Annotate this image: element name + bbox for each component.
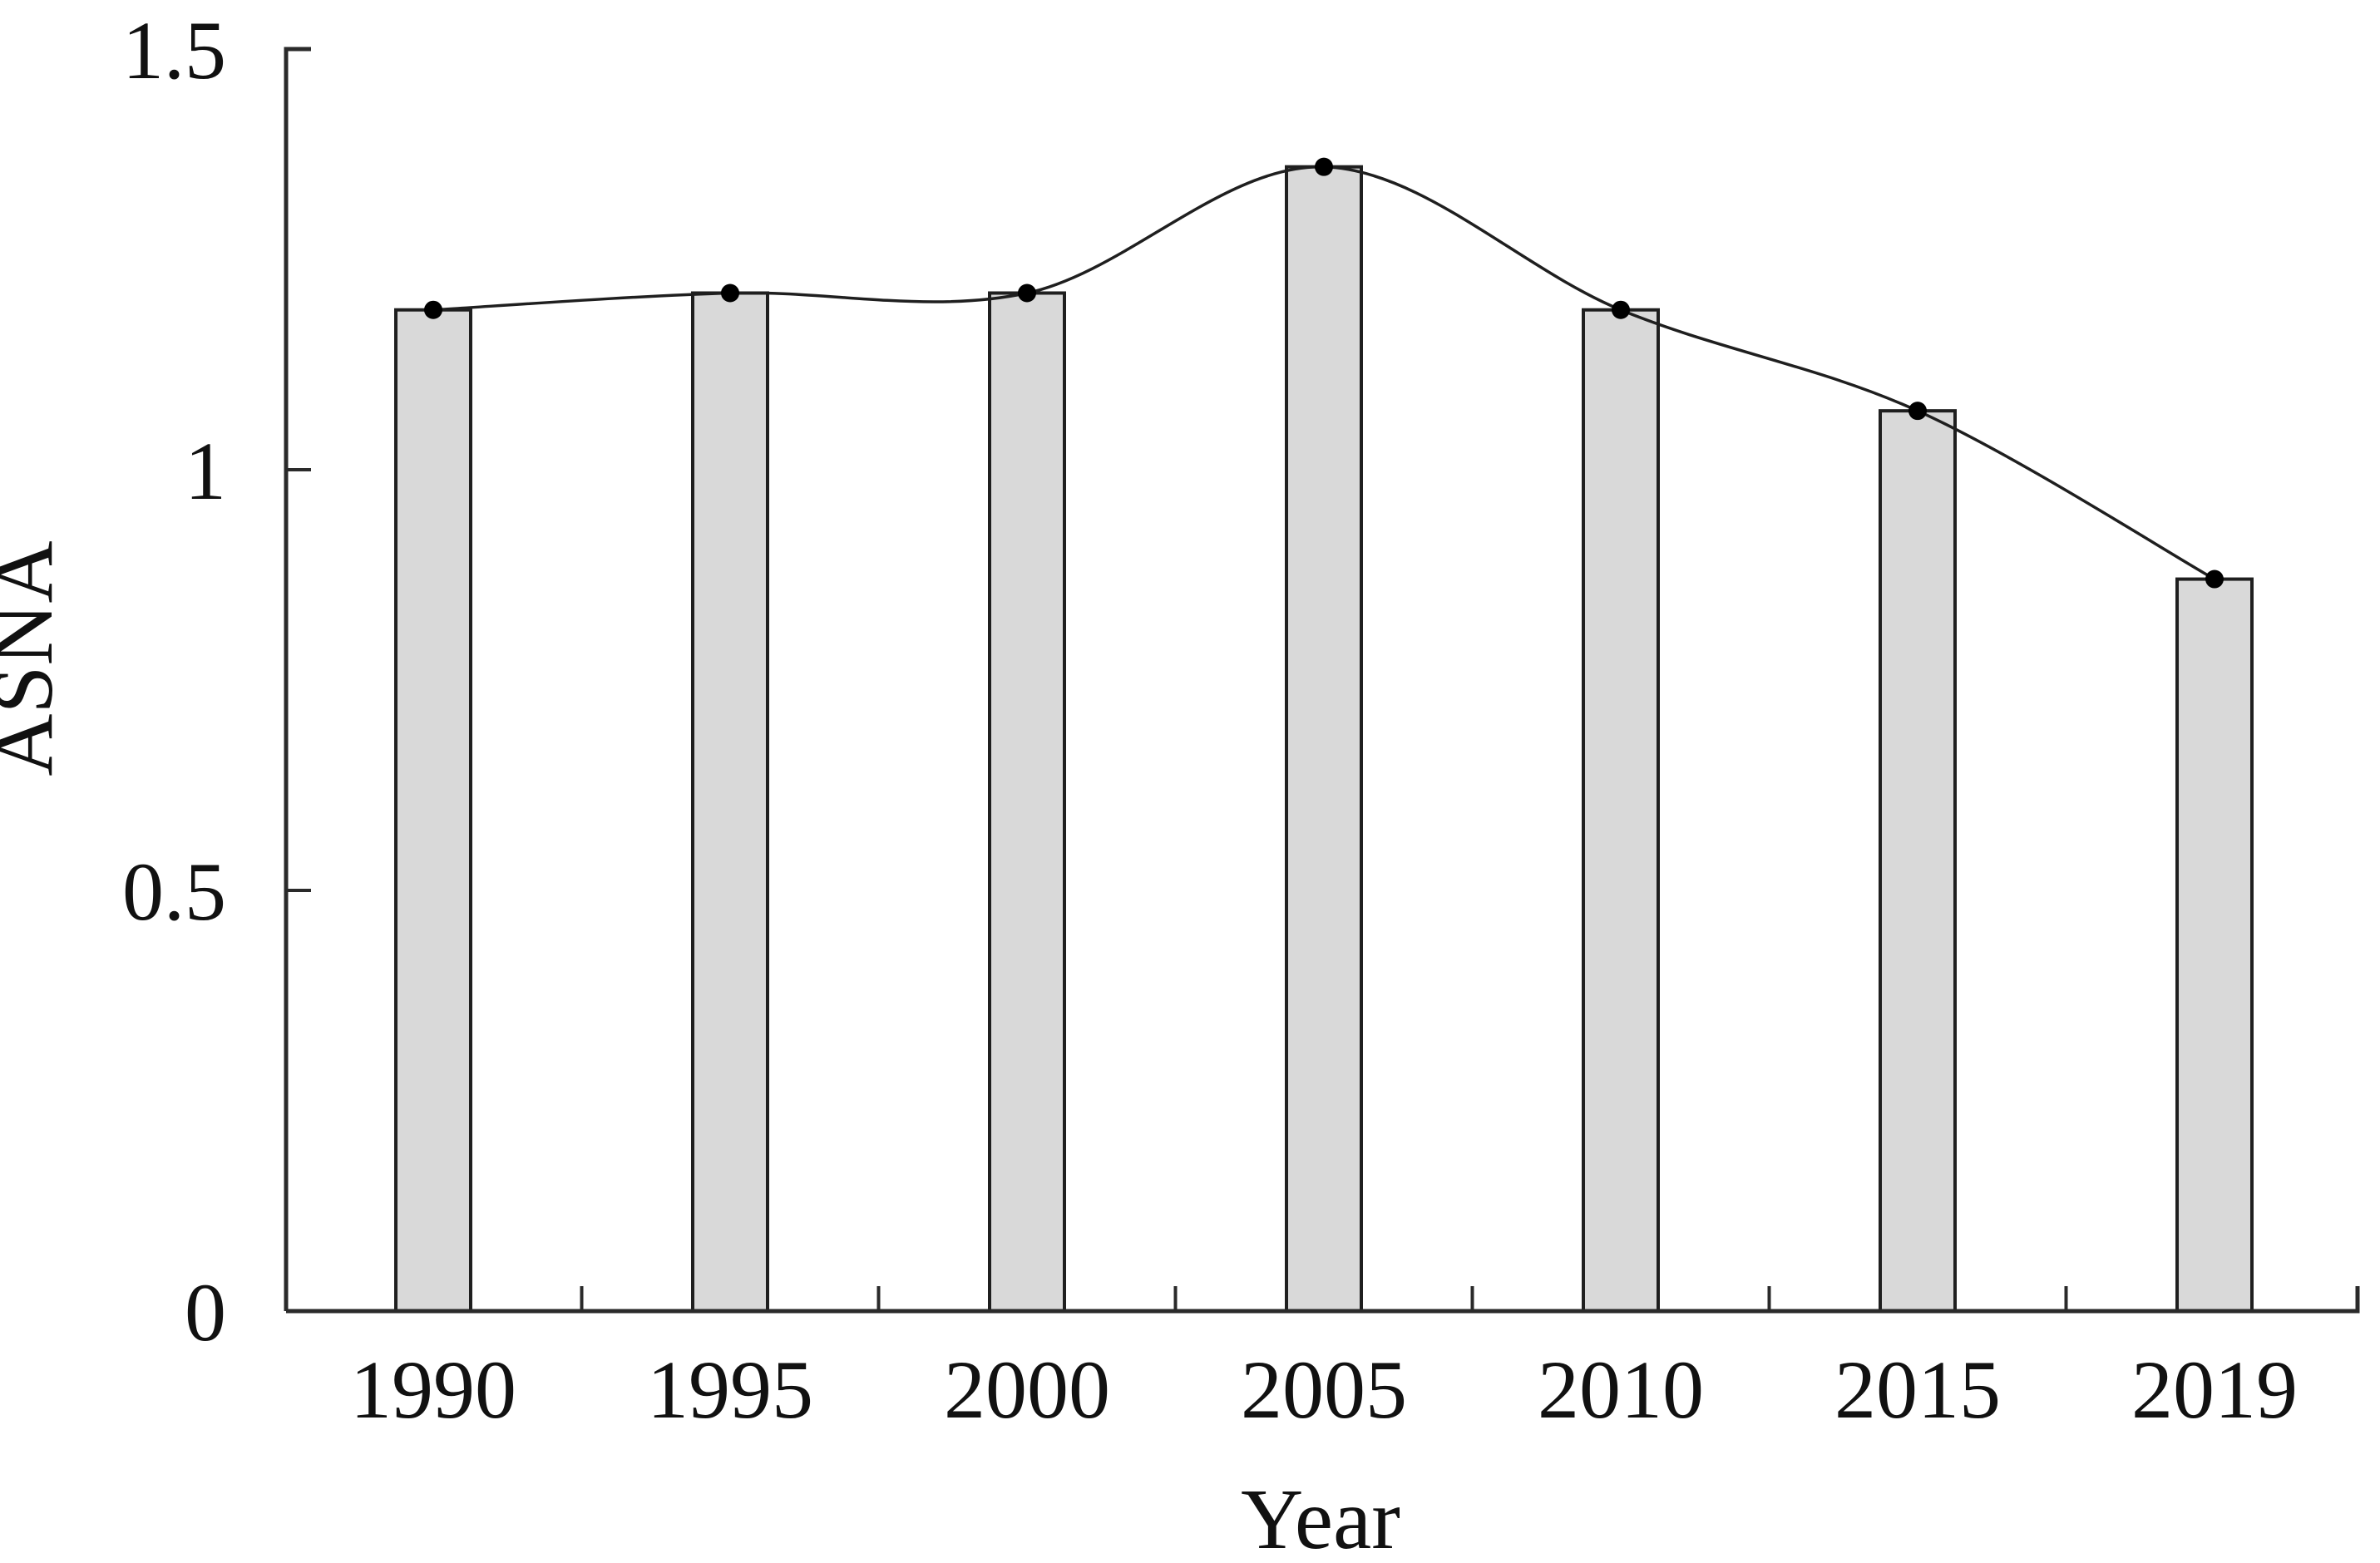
x-tick-label-2005: 2005 xyxy=(1241,1344,1407,1436)
data-point-2015 xyxy=(1908,402,1927,421)
bar-2019 xyxy=(2175,577,2254,1313)
axes-group xyxy=(284,47,2360,1314)
x-tick-labels: 1990 1995 2000 2005 2010 2015 2019 xyxy=(350,1344,2298,1436)
y-axis-title: ASNA xyxy=(0,540,71,776)
data-point-1995 xyxy=(721,284,739,303)
data-point-2005 xyxy=(1315,157,1333,176)
bar-2005 xyxy=(1285,165,1363,1313)
y-tick-labels: 0 0.5 1 1.5 xyxy=(122,4,226,1358)
y-tick-label-1.5: 1.5 xyxy=(122,4,226,96)
x-tick-label-2000: 2000 xyxy=(944,1344,1110,1436)
data-markers-group xyxy=(424,157,2224,589)
data-point-2019 xyxy=(2205,569,2224,589)
x-tick-label-2019: 2019 xyxy=(2131,1344,2298,1436)
x-tick-label-2015: 2015 xyxy=(1834,1344,2001,1436)
y-tick-label-0.5: 0.5 xyxy=(122,846,226,938)
x-tick-label-2010: 2010 xyxy=(1538,1344,1704,1436)
y-tick-label-1: 1 xyxy=(185,425,226,517)
bar-2000 xyxy=(988,291,1066,1314)
data-point-2000 xyxy=(1018,284,1036,303)
x-tick-label-1995: 1995 xyxy=(647,1344,813,1436)
x-axis xyxy=(286,1286,2360,1314)
data-point-1990 xyxy=(424,300,442,319)
data-point-2010 xyxy=(1612,300,1630,319)
x-tick-label-1990: 1990 xyxy=(350,1344,516,1436)
y-tick-label-0: 0 xyxy=(185,1266,226,1358)
bar-2010 xyxy=(1582,308,1660,1314)
bar-2015 xyxy=(1879,409,1957,1313)
bar-1995 xyxy=(691,291,769,1314)
x-axis-title: Year xyxy=(1241,1472,1400,1563)
bar-1990 xyxy=(394,308,472,1314)
